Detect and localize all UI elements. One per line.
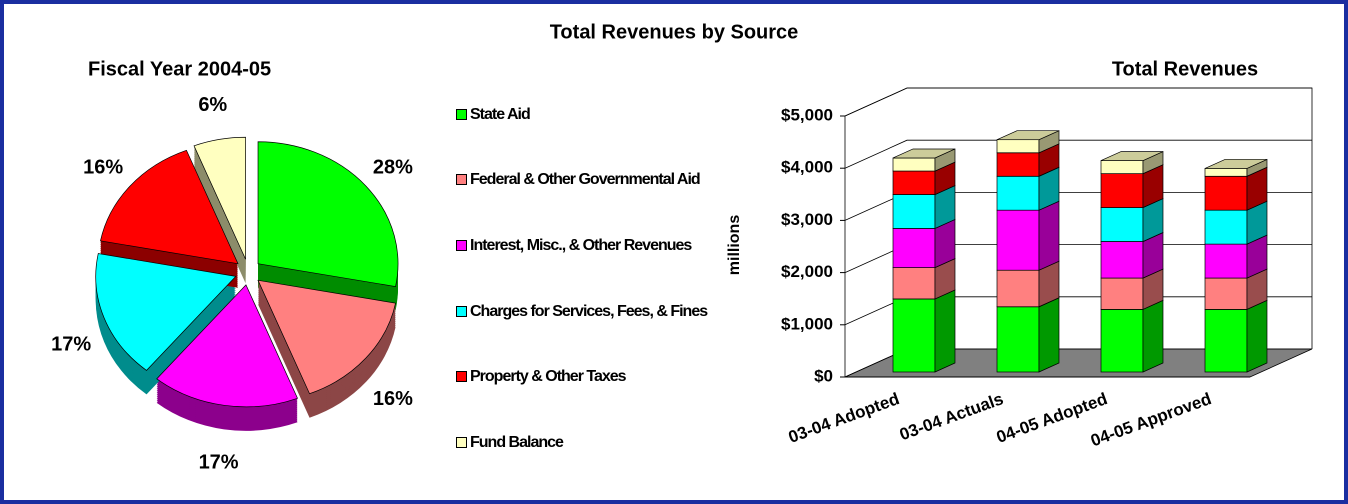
bar-segment	[892, 170, 936, 195]
data-label: 16%	[83, 157, 123, 179]
y-axis-label: millions	[726, 215, 743, 276]
data-label: 17%	[199, 451, 239, 473]
bar-top	[892, 148, 956, 159]
x-tick-label: 03-04 Actuals	[897, 389, 1006, 444]
bar-segment	[1204, 168, 1248, 177]
data-label: 28%	[373, 157, 413, 179]
bar-top	[1204, 159, 1268, 169]
legend-label: Property & Other Taxes	[470, 368, 627, 385]
grid-line	[844, 139, 1312, 169]
legend-swatch	[456, 306, 467, 317]
x-tick-label: 03-04 Adopted	[786, 389, 902, 447]
bar-segment	[996, 306, 1040, 373]
bar-segment	[1204, 243, 1248, 279]
bar-segment	[1204, 309, 1248, 373]
legend-label: State Aid	[470, 106, 531, 123]
bar-segment	[892, 228, 936, 268]
bar-title: Total Revenues	[1112, 58, 1258, 80]
slice	[100, 149, 239, 265]
grid-line	[844, 87, 1312, 117]
slice	[156, 284, 298, 408]
chart-title: Total Revenues by Source	[550, 21, 799, 43]
legend-swatch	[456, 109, 467, 120]
bar-segment	[996, 175, 1040, 211]
legend-label: Fund Balance	[470, 434, 564, 451]
bar-segment	[996, 152, 1040, 177]
slice	[95, 253, 237, 371]
y-tick-label: $5,000	[781, 105, 833, 124]
legend-item: Interest, Misc., & Other Revenues	[456, 233, 720, 259]
bar-segment	[1100, 277, 1144, 310]
bar-side	[934, 289, 956, 373]
bar-top	[996, 130, 1060, 141]
bar-segment	[892, 194, 936, 229]
slice	[257, 141, 399, 287]
y-tick-label: $4,000	[781, 158, 833, 177]
bar-segment	[892, 298, 936, 373]
legend-item: Charges for Services, Fees, & Fines	[456, 299, 720, 325]
data-label: 17%	[51, 334, 91, 356]
y-tick-label: $3,000	[781, 210, 833, 229]
bar-segment	[1100, 160, 1144, 174]
bar-segment	[996, 139, 1040, 154]
y-tick-label: $1,000	[781, 314, 833, 333]
bar-segment	[1100, 241, 1144, 279]
data-label: 16%	[373, 388, 413, 410]
bar-side	[1038, 297, 1060, 373]
legend-swatch	[456, 240, 467, 251]
pie-title: Fiscal Year 2004-05	[88, 58, 271, 80]
bar-segment	[892, 157, 936, 172]
y-tick-label: $2,000	[781, 262, 833, 281]
bar-segment	[1204, 277, 1248, 310]
bar-segment	[892, 267, 936, 300]
data-label: 6%	[198, 94, 227, 116]
bar-side	[1142, 299, 1164, 373]
bar-segment	[1204, 175, 1248, 211]
bar-segment	[996, 209, 1040, 271]
bar-segment	[1100, 207, 1144, 242]
slice	[193, 136, 246, 260]
bar-top	[1100, 151, 1164, 161]
legend-item: Property & Other Taxes	[456, 364, 720, 390]
bar-segment	[1100, 173, 1144, 208]
legend-item: Federal & Other Governmental Aid	[456, 167, 720, 193]
legend-swatch	[456, 437, 467, 448]
x-tick-label: 04-05 Approved	[1088, 389, 1214, 450]
legend-item: Fund Balance	[456, 430, 720, 456]
legend-label: Interest, Misc., & Other Revenues	[470, 237, 692, 254]
bar-side	[1038, 200, 1060, 271]
bar-segment	[1204, 209, 1248, 245]
legend-item: State Aid	[456, 102, 720, 128]
legend-swatch	[456, 174, 467, 185]
bar-side	[1246, 299, 1268, 373]
legend-swatch	[456, 371, 467, 382]
y-tick-label: $0	[814, 366, 833, 385]
legend-label: Federal & Other Governmental Aid	[470, 171, 701, 188]
slice	[257, 279, 396, 395]
bar-segment	[1100, 309, 1144, 373]
bar-segment	[996, 269, 1040, 308]
legend-label: Charges for Services, Fees, & Fines	[470, 303, 708, 320]
